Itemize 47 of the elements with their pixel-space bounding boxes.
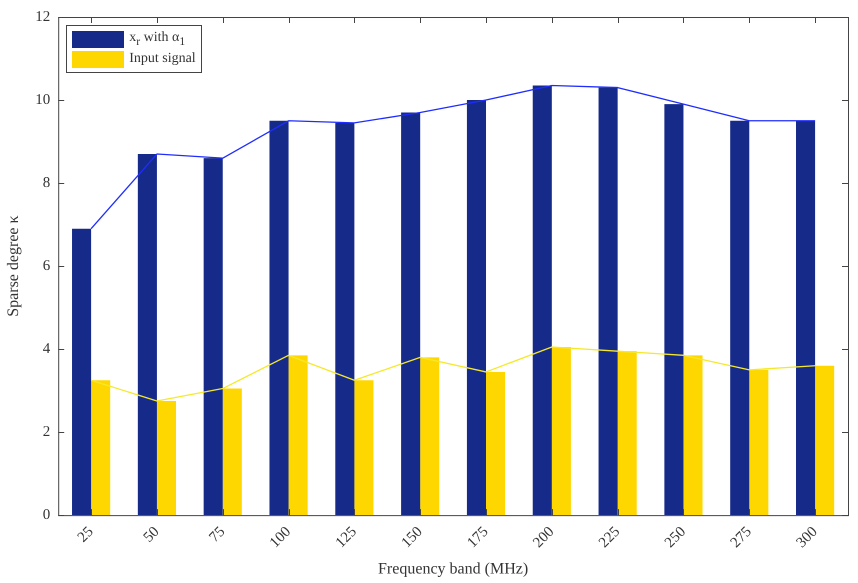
bar (269, 120, 289, 516)
bar (796, 120, 816, 516)
bar (486, 372, 506, 516)
bar (730, 120, 750, 516)
bar (664, 104, 684, 516)
bar (552, 347, 571, 516)
bar (138, 154, 157, 516)
bar (815, 366, 834, 516)
legend-label: x$_{r}$ with α$_{1}$ (129, 30, 186, 48)
bar (354, 380, 374, 516)
bar (72, 228, 92, 516)
bar (222, 388, 242, 516)
bar (420, 357, 440, 516)
x-tick-label: 175 (464, 524, 492, 552)
x-tick-label: 225 (596, 524, 624, 552)
y-axis-title: Sparse degree κ (4, 215, 22, 317)
x-tick-label: 150 (398, 524, 426, 552)
y-tick-label: 10 (35, 92, 50, 108)
x-tick-label: 100 (266, 524, 294, 552)
bar (466, 100, 486, 516)
bar (618, 351, 637, 516)
x-tick-label: 125 (332, 524, 360, 552)
x-tick-label: 200 (530, 524, 558, 552)
bar (749, 370, 768, 516)
bar (204, 158, 223, 516)
x-tick-label: 75 (206, 524, 228, 546)
bar (532, 86, 552, 516)
bar (288, 355, 308, 516)
x-tick-label: 300 (793, 524, 821, 552)
bar (683, 355, 703, 516)
x-tick-label: 275 (728, 524, 755, 552)
bar (91, 380, 110, 516)
y-tick-label: 8 (42, 174, 50, 191)
bar (598, 88, 618, 516)
x-axis-title: Frequency band (MHz) (378, 560, 528, 578)
y-tick-label: 6 (42, 258, 51, 274)
x-tick-label: 25 (74, 524, 97, 546)
y-tick-label: 2 (42, 424, 50, 440)
bar (335, 122, 354, 516)
bar (401, 112, 420, 516)
y-tick-label: 0 (42, 507, 50, 524)
y-tick-label: 4 (42, 341, 51, 358)
legend-label: Input signal (129, 51, 196, 67)
x-tick-label: 250 (662, 524, 690, 552)
y-tick-label: 12 (35, 8, 50, 25)
bar (156, 401, 176, 516)
x-tick-label: 50 (140, 524, 163, 546)
